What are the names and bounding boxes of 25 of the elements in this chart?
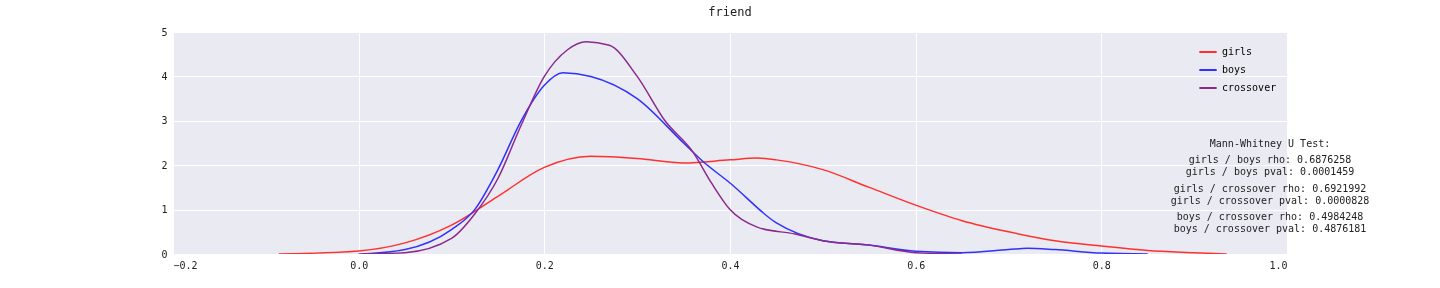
annotation: Mann-Whitney U Test: <box>1209 138 1331 149</box>
y-tick-label: 2 <box>161 159 168 171</box>
line-series <box>357 41 963 254</box>
y-tick-label: 1 <box>161 204 168 216</box>
legend-label: girls <box>1222 46 1253 57</box>
legend-label: boys <box>1222 64 1247 75</box>
x-tick-label: 1.0 <box>1269 259 1288 271</box>
x-tick-label: 0.2 <box>535 259 554 271</box>
annotation: girls / boys rho: 0.6876258 <box>1188 154 1352 165</box>
y-tick-label: 4 <box>161 70 168 82</box>
y-tick-label: 3 <box>161 115 168 127</box>
annotation: girls / boys pval: 0.0001459 <box>1185 166 1355 177</box>
y-tick-label: 0 <box>161 248 168 260</box>
legend-label: crossover <box>1222 82 1277 93</box>
annotation: girls / crossover rho: 0.6921992 <box>1173 183 1367 194</box>
x-tick-label: 0.6 <box>907 259 926 271</box>
x-tick-label: 0.4 <box>721 259 740 271</box>
y-tick-label: 5 <box>161 26 168 38</box>
chart-title: friend <box>708 5 752 19</box>
x-tick-label: 0.0 <box>350 259 369 271</box>
annotation: boys / crossover pval: 0.4876181 <box>1173 223 1367 234</box>
x-tick-label: −0.2 <box>173 259 198 271</box>
annotation: boys / crossover rho: 0.4984248 <box>1176 211 1364 222</box>
annotation: girls / crossover pval: 0.0000828 <box>1170 195 1370 206</box>
x-tick-label: 0.8 <box>1092 259 1111 271</box>
